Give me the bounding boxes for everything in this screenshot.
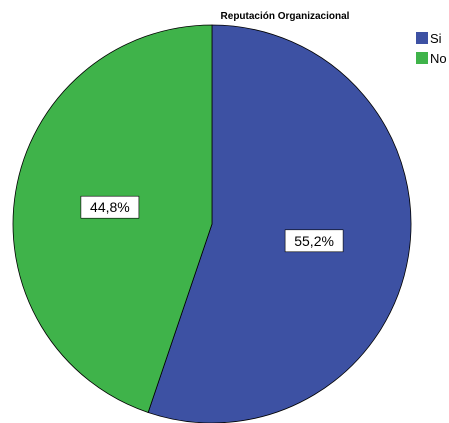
pie-slices [12, 24, 412, 423]
pie-slice-si [147, 24, 412, 423]
legend-label: Si [430, 31, 442, 46]
data-label-box [80, 195, 140, 219]
legend-item-no: No [416, 51, 447, 66]
legend-label: No [430, 51, 447, 66]
data-label-si: 55,2% [284, 229, 344, 253]
data-labels: 55,2% 44,8% [80, 195, 344, 253]
data-label-text: 55,2% [294, 233, 334, 249]
legend: Si No [416, 31, 447, 66]
chart-title: Reputación Organizacional [221, 11, 350, 22]
legend-swatch [416, 32, 428, 44]
data-label-box [284, 229, 344, 253]
pie-slice-no [12, 24, 213, 413]
data-label-text: 44,8% [90, 199, 130, 215]
legend-item-si: Si [416, 31, 442, 46]
data-label-no: 44,8% [80, 195, 140, 219]
legend-swatch [416, 52, 428, 64]
